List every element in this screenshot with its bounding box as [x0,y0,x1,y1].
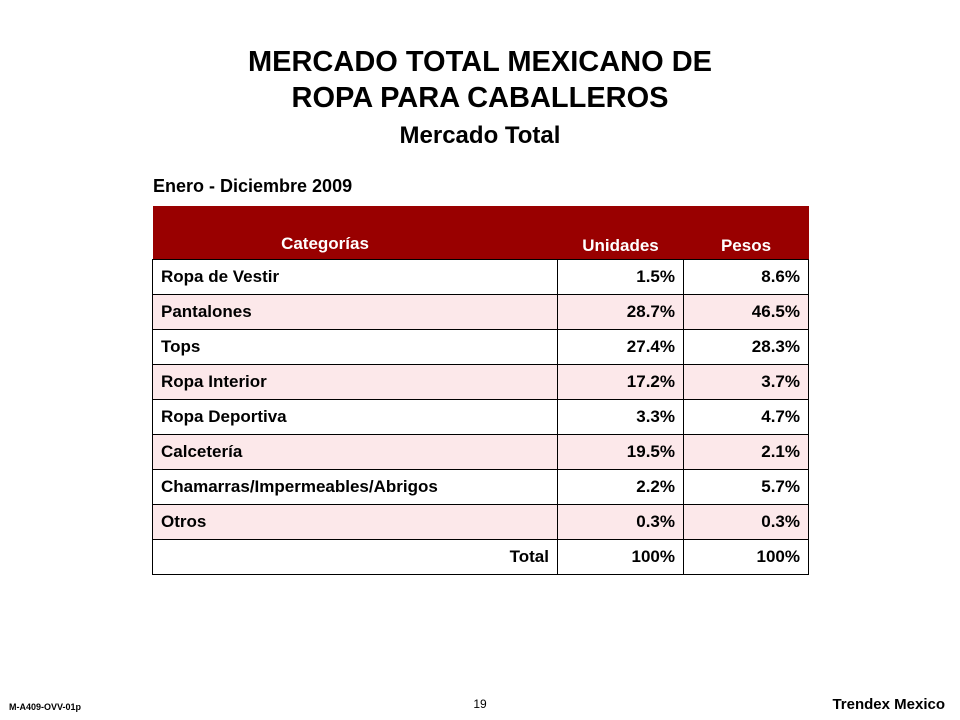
header-unidades: Unidades [557,206,684,260]
page-subtitle: Mercado Total [399,122,561,149]
page-title-line2: ROPA PARA CABALLEROS [291,82,669,114]
row-unidades: 1.5% [557,259,684,295]
table-row: Ropa Deportiva 3.3% 4.7% [152,399,809,435]
row-unidades: 3.3% [557,399,684,435]
row-category: Otros [152,504,558,540]
header-categorias: Categorías [152,206,558,260]
row-unidades: 17.2% [557,364,684,400]
page-number: 19 [473,697,487,711]
row-category: Ropa de Vestir [152,259,558,295]
row-category: Ropa Interior [152,364,558,400]
row-category: Pantalones [152,294,558,330]
table-row: Ropa Interior 17.2% 3.7% [152,364,809,400]
row-category: Calcetería [152,434,558,470]
row-unidades: 2.2% [557,469,684,505]
row-pesos: 0.3% [683,504,809,540]
table-row: Ropa de Vestir 1.5% 8.6% [152,259,809,295]
header-pesos: Pesos [683,206,809,260]
table-total-row: Total 100% 100% [152,539,809,575]
page-title-line1: MERCADO TOTAL MEXICANO DE [247,46,712,78]
total-label: Total [152,539,558,575]
row-unidades: 27.4% [557,329,684,365]
row-unidades: 28.7% [557,294,684,330]
table-row: Otros 0.3% 0.3% [152,504,809,540]
table-row: Calcetería 19.5% 2.1% [152,434,809,470]
table-row: Tops 27.4% 28.3% [152,329,809,365]
document-code: M-A409-OVV-01p [9,702,82,712]
row-pesos: 46.5% [683,294,809,330]
brand-label: Trendex Mexico [832,696,945,713]
table-header-row: Categorías Unidades Pesos [152,206,809,260]
total-pesos: 100% [683,539,809,575]
row-pesos: 28.3% [683,329,809,365]
row-pesos: 5.7% [683,469,809,505]
table-row: Pantalones 28.7% 46.5% [152,294,809,330]
row-unidades: 19.5% [557,434,684,470]
total-unidades: 100% [557,539,684,575]
row-pesos: 8.6% [683,259,809,295]
row-pesos: 3.7% [683,364,809,400]
row-category: Chamarras/Impermeables/Abrigos [152,469,558,505]
table-row: Chamarras/Impermeables/Abrigos 2.2% 5.7% [152,469,809,505]
row-category: Tops [152,329,558,365]
row-unidades: 0.3% [557,504,684,540]
period-label: Enero - Diciembre 2009 [153,176,353,196]
row-pesos: 4.7% [683,399,809,435]
market-table: Categorías Unidades Pesos Ropa de Vestir… [152,206,809,575]
row-pesos: 2.1% [683,434,809,470]
row-category: Ropa Deportiva [152,399,558,435]
